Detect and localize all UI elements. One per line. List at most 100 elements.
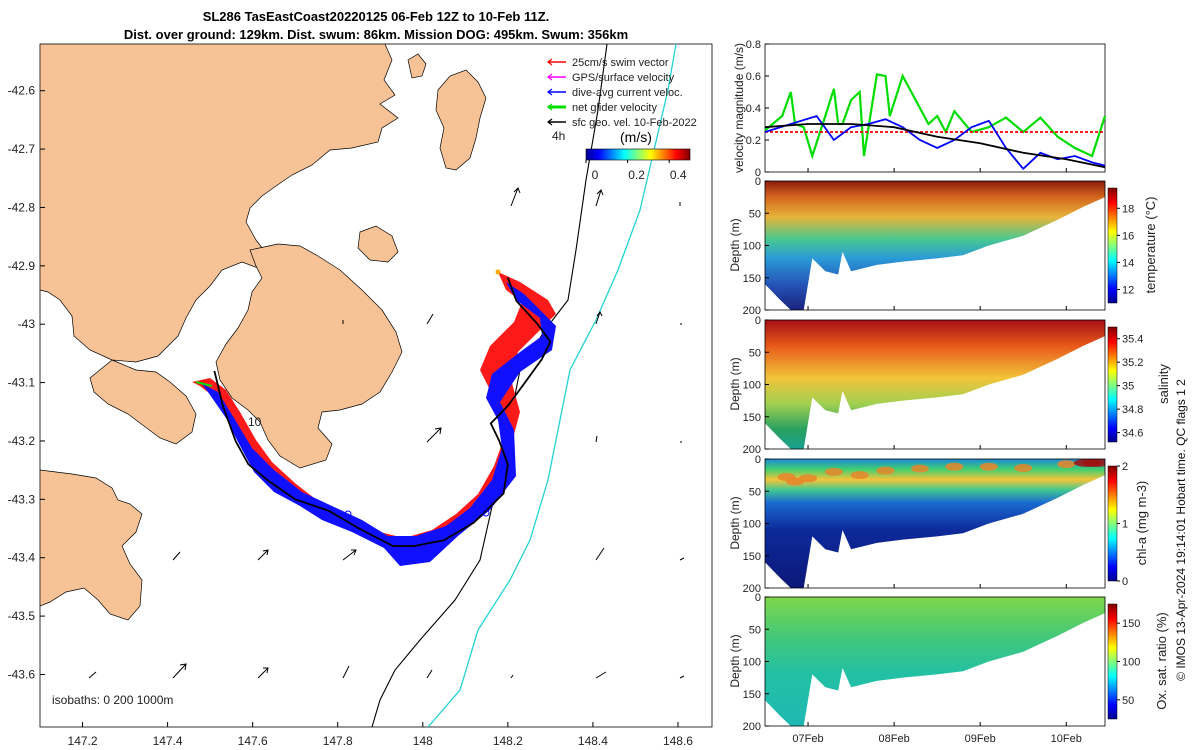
temperature-colorbar-label: temperature (°C) xyxy=(1143,197,1158,294)
depth-tick-label: 200 xyxy=(743,721,761,733)
chl-spot xyxy=(979,462,998,471)
geo-arrow xyxy=(595,435,598,443)
chl-spot xyxy=(1057,460,1076,469)
map-colorbar-ticks: 0 0.2 0.4 xyxy=(585,160,687,182)
geo-arrow xyxy=(172,551,181,561)
chl-section xyxy=(765,459,1105,588)
geo-arrow xyxy=(426,313,434,325)
geo-arrow xyxy=(342,665,350,679)
depth-tick-label: 0 xyxy=(755,176,761,188)
map-y-tick-label: -43.3 xyxy=(8,492,36,506)
depth-tick-label: 100 xyxy=(743,380,761,392)
land-tasman-peninsula xyxy=(40,469,143,621)
oxygen-colorbar-label: Ox. sat. ratio (%) xyxy=(1154,612,1169,710)
track-point-marker xyxy=(344,510,352,518)
geo-arrow xyxy=(679,557,685,561)
date-tick-label: 09Feb xyxy=(965,733,996,745)
colorbar-tick-label: 100 xyxy=(1122,657,1140,669)
depth-tick-label: 0 xyxy=(755,315,761,327)
oxygen-y-ticks: 0 50 100 150 200 xyxy=(743,592,769,733)
velocity-series xyxy=(764,73,1107,171)
colorbar-title: (m/s) xyxy=(620,129,652,145)
chl-panel: 0 1 2 0 50 100 150 200 Depth (m) chl-a (mg m-3… xyxy=(728,454,1149,595)
geo-arrow xyxy=(595,189,604,207)
colorbar-tick-label: 35 xyxy=(1122,381,1134,393)
salinity-depth-label: Depth (m) xyxy=(728,357,742,410)
chl-spot xyxy=(910,464,929,473)
depth-tick-label: 50 xyxy=(749,347,761,359)
date-tick-label: 08Feb xyxy=(879,733,910,745)
map-y-tick-label: -42.7 xyxy=(8,142,36,156)
colorbar-tick-label: 18 xyxy=(1122,203,1134,215)
geo-arrow xyxy=(257,667,269,679)
colorbar-tick-label: 50 xyxy=(1122,695,1134,707)
map-colorbar-tick-label: 0.2 xyxy=(628,168,645,182)
chl-colorbar-ticks: 0 1 2 xyxy=(1117,461,1128,588)
map-y-tick-label: -43.6 xyxy=(8,667,36,681)
velocity-y-tick-label: 0.6 xyxy=(746,71,761,83)
geo-arrow xyxy=(426,427,442,443)
colorbar-tick-label: 150 xyxy=(1122,618,1140,630)
legend-arrowhead xyxy=(547,118,553,126)
land-island-small xyxy=(407,53,427,79)
chl-spot xyxy=(876,466,895,475)
glider-track-line xyxy=(213,277,552,547)
geo-arrow xyxy=(595,671,607,679)
salinity-colorbar xyxy=(1107,326,1118,443)
chart-title: SL286 TasEastCoast20220125 06-Feb 12Z to… xyxy=(40,8,712,44)
date-x-ticks: 07Feb 08Feb 09Feb 10Feb xyxy=(792,168,1082,745)
velocity-panel: 0 0.2 0.4 0.6 0.8 velocity magnitude (m/s) xyxy=(732,39,1107,179)
chl-colorbar-label: chl-a (mg m-3) xyxy=(1134,481,1149,566)
map-colorbar-tick-label: 0 xyxy=(592,168,599,182)
land-maria-island xyxy=(435,69,487,171)
glider-track-group: 10 xyxy=(192,269,556,566)
map-y-tick-label: -43.5 xyxy=(8,609,36,623)
map-y-ticks: -42.6 -42.7 -42.8 -42.9 -43 -43.1 -43.2 -43.3 -4… xyxy=(8,84,45,681)
legend-arrowhead xyxy=(547,103,553,111)
depth-tick-label: 100 xyxy=(743,657,761,669)
velocity-y-tick-label: 0.8 xyxy=(746,39,761,51)
temperature-y-ticks: 0 50 100 150 200 xyxy=(743,176,769,317)
track-point-marker xyxy=(482,509,490,517)
map-x-tick-label: 148.2 xyxy=(493,734,523,748)
geo-arrow xyxy=(342,549,357,561)
legend-label: sfc geo. vel. 10-Feb-2022 xyxy=(572,117,697,129)
depth-tick-label: 150 xyxy=(743,689,761,701)
depth-tick-label: 50 xyxy=(749,624,761,636)
map-x-tick-label: 147.4 xyxy=(153,734,183,748)
depth-tick-label: 200 xyxy=(743,305,761,317)
map-legend: 25cm/s swim vector GPS/surface velocity di… xyxy=(547,57,697,129)
date-tick-label: 07Feb xyxy=(792,733,823,745)
depth-tick-label: 0 xyxy=(755,454,761,466)
depth-tick-label: 200 xyxy=(743,583,761,595)
oxygen-colorbar xyxy=(1107,603,1118,720)
depth-tick-label: 50 xyxy=(749,208,761,220)
map-y-tick-label: -43.2 xyxy=(8,434,36,448)
depth-tick-label: 100 xyxy=(743,241,761,253)
map-y-tick-label: -43.4 xyxy=(8,551,36,565)
credit-text: © IMOS 13-Apr-2024 19:14:01 Hobart time.… xyxy=(1174,379,1188,681)
map-x-tick-label: 148 xyxy=(413,734,433,748)
velocity-y-tick-label: 0 xyxy=(755,167,761,179)
chl-spot xyxy=(1014,464,1033,473)
salinity-section xyxy=(765,320,1105,449)
temperature-section xyxy=(765,181,1105,310)
colorbar-tick-label: 2 xyxy=(1122,461,1128,473)
geo-arrow xyxy=(595,547,605,561)
depth-tick-label: 50 xyxy=(749,486,761,498)
legend-label: dive-avg current veloc. xyxy=(572,87,683,99)
map-x-tick-label: 148.6 xyxy=(663,734,693,748)
temperature-colorbar xyxy=(1107,187,1118,304)
colorbar-tick-label: 14 xyxy=(1122,257,1134,269)
land-schouten xyxy=(357,225,399,263)
temperature-panel: 12 14 16 18 0 50 100 150 200 Depth (m) temperat… xyxy=(728,176,1158,317)
legend-label: net glider velocity xyxy=(572,102,657,114)
depth-tick-label: 150 xyxy=(743,551,761,563)
colorbar-tick-label: 35.4 xyxy=(1122,334,1143,346)
isobaths-label: isobaths: 0 200 1000m xyxy=(52,693,173,707)
map-y-tick-label: -42.9 xyxy=(8,259,36,273)
legend-label: GPS/surface velocity xyxy=(572,72,675,84)
velocity-y-label: velocity magnitude (m/s) xyxy=(732,43,746,173)
salinity-colorbar-ticks: 34.6 34.8 35 35.2 35.4 xyxy=(1117,334,1143,440)
oxygen-section xyxy=(765,597,1105,726)
